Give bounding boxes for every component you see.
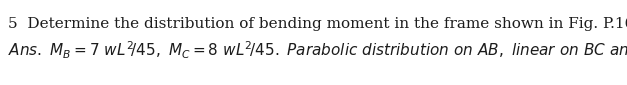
Text: $\mathit{Ans.}\ \mathit{M}_\mathit{B}=7\ \mathit{wL}^2\!/45,\ \mathit{M}_\mathit: $\mathit{Ans.}\ \mathit{M}_\mathit{B}=7\… [8,40,627,61]
Text: 5  Determine the distribution of bending moment in the frame shown in Fig. P.16.: 5 Determine the distribution of bending … [8,17,627,31]
